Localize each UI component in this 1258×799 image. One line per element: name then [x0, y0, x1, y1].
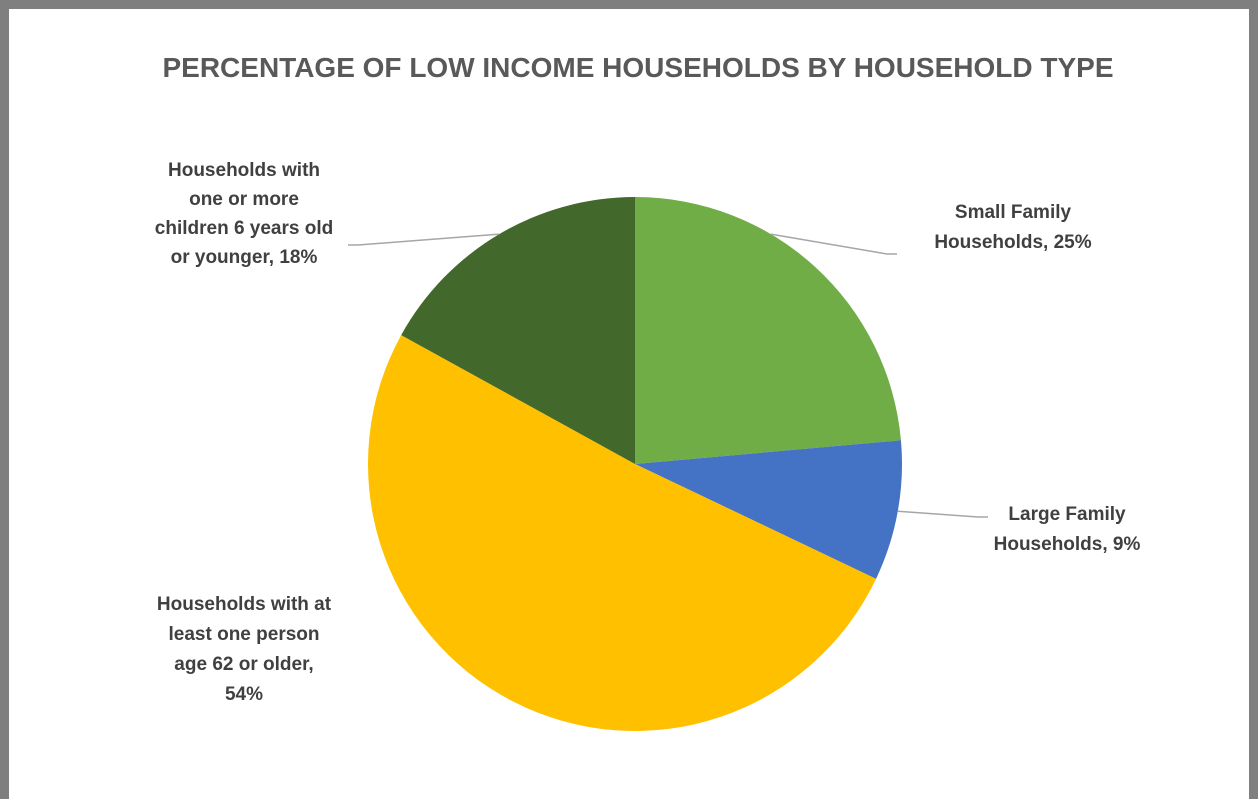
data-label: Households with at least one person age 62… — [157, 594, 332, 705]
leader-line — [897, 510, 988, 518]
leader-lines — [348, 233, 988, 518]
data-label: Large Family Households, 9% — [994, 504, 1141, 555]
chart-title: PERCENTAGE OF LOW INCOME HOUSEHOLDS BY H… — [162, 52, 1114, 83]
leader-line — [348, 233, 500, 246]
data-label: Households with one or more children 6 yea… — [155, 160, 333, 268]
pie-slice — [401, 196, 635, 464]
pie-slice — [635, 197, 901, 464]
data-label: Small Family Households, 25% — [934, 202, 1091, 253]
leader-line — [770, 233, 897, 255]
pie-slice — [635, 440, 903, 579]
slice-labels: Small Family Households, 25% Large Family H… — [155, 160, 1141, 705]
pie-slice — [367, 335, 877, 731]
pie-slices — [367, 196, 903, 731]
